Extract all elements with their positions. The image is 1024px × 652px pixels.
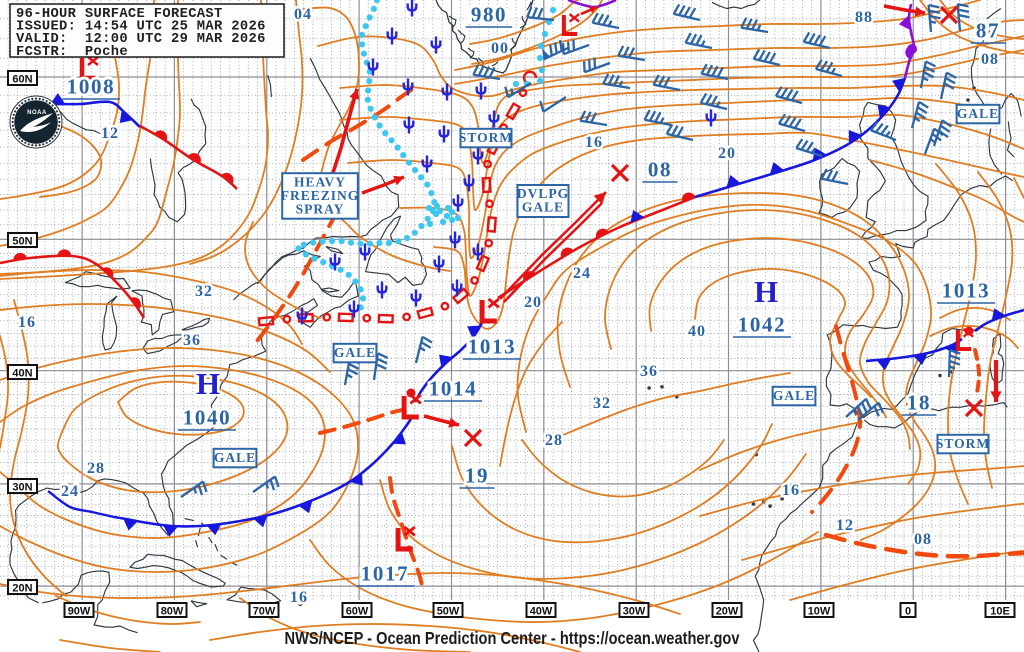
svg-text:0: 0 [905, 606, 911, 618]
svg-text:VALID: 12:00 UTC 29 MAR 2026: VALID: 12:00 UTC 29 MAR 2026 [16, 32, 266, 47]
svg-text:16: 16 [290, 589, 308, 606]
svg-text:12: 12 [836, 517, 854, 534]
svg-text:1008: 1008 [67, 75, 115, 99]
svg-text:50W: 50W [437, 606, 460, 618]
svg-text:GALE: GALE [214, 450, 256, 465]
svg-text:H: H [754, 274, 778, 309]
svg-text:60W: 60W [346, 606, 369, 618]
svg-text:GALE: GALE [522, 200, 564, 215]
svg-text:NOAA: NOAA [27, 110, 47, 116]
svg-text:16: 16 [782, 482, 800, 499]
svg-text:STORM: STORM [459, 130, 513, 145]
svg-text:GALE: GALE [334, 345, 376, 360]
svg-text:90W: 90W [68, 606, 91, 618]
svg-text:60N: 60N [12, 74, 32, 86]
svg-text:40W: 40W [530, 606, 553, 618]
svg-text:28: 28 [87, 460, 105, 477]
svg-text:96-HOUR SURFACE FORECAST: 96-HOUR SURFACE FORECAST [16, 7, 223, 22]
svg-text:28: 28 [545, 432, 563, 449]
svg-text:36: 36 [640, 363, 658, 380]
svg-text:1017: 1017 [361, 562, 409, 586]
svg-text:50N: 50N [12, 236, 32, 248]
svg-text:HEAVY: HEAVY [294, 174, 346, 189]
svg-text:16: 16 [585, 134, 603, 151]
svg-text:08: 08 [914, 531, 932, 548]
svg-text:18: 18 [907, 391, 931, 415]
svg-text:STORM: STORM [936, 436, 990, 451]
svg-text:40N: 40N [12, 368, 32, 380]
svg-text:08: 08 [648, 158, 672, 182]
svg-text:GALE: GALE [773, 388, 815, 403]
svg-text:12: 12 [101, 125, 119, 142]
svg-text:08: 08 [981, 51, 999, 68]
svg-text:40: 40 [688, 323, 706, 340]
svg-text:FREEZING: FREEZING [281, 188, 360, 203]
svg-text:DVLPG: DVLPG [517, 186, 569, 201]
svg-text:H: H [196, 366, 220, 401]
svg-text:20: 20 [718, 145, 736, 162]
svg-text:FCSTR: Poche: FCSTR: Poche [16, 44, 128, 60]
svg-text:19: 19 [465, 464, 489, 488]
svg-text:10E: 10E [990, 606, 1010, 618]
svg-text:30N: 30N [12, 482, 32, 494]
svg-text:70W: 70W [253, 606, 276, 618]
svg-text:00: 00 [491, 40, 509, 57]
svg-text:1013: 1013 [942, 279, 990, 303]
svg-text:SPRAY: SPRAY [296, 201, 345, 216]
svg-text:10W: 10W [808, 606, 831, 618]
svg-text:32: 32 [195, 283, 213, 300]
svg-text:GALE: GALE [957, 106, 999, 121]
svg-text:1040: 1040 [183, 406, 231, 430]
svg-text:04: 04 [294, 6, 312, 23]
svg-text:NWS/NCEP - Ocean Prediction Ce: NWS/NCEP - Ocean Prediction Center - htt… [285, 628, 740, 648]
svg-text:24: 24 [573, 265, 591, 282]
svg-text:16: 16 [18, 314, 36, 331]
svg-text:20W: 20W [716, 606, 739, 618]
svg-text:1013: 1013 [468, 335, 516, 359]
svg-text:88: 88 [855, 9, 873, 26]
svg-text:980: 980 [471, 3, 507, 27]
svg-text:1042: 1042 [738, 313, 786, 337]
svg-text:30W: 30W [623, 606, 646, 618]
svg-text:80W: 80W [161, 606, 184, 618]
svg-text:36: 36 [183, 332, 201, 349]
svg-text:20: 20 [524, 294, 542, 311]
svg-text:87: 87 [976, 19, 1000, 43]
svg-text:ISSUED: 14:54 UTC 25 MAR 2026: ISSUED: 14:54 UTC 25 MAR 2026 [16, 20, 266, 35]
svg-text:24: 24 [61, 483, 79, 500]
svg-text:20N: 20N [12, 583, 32, 595]
svg-text:1014: 1014 [429, 377, 477, 401]
svg-text:32: 32 [593, 395, 611, 412]
